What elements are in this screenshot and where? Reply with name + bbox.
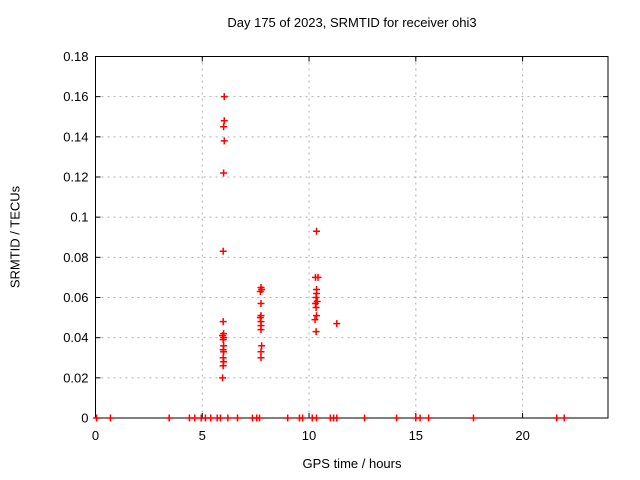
x-tick-label: 5 (199, 428, 206, 443)
data-point-marker (220, 93, 228, 101)
y-tick-label: 0.02 (63, 370, 88, 385)
data-point-marker (313, 414, 321, 422)
data-point-marker (313, 312, 321, 320)
x-tick-label: 20 (515, 428, 529, 443)
data-point-marker (314, 273, 322, 281)
data-point-marker (219, 318, 227, 326)
x-tick-label: 0 (92, 428, 99, 443)
y-tick-label: 0.1 (70, 210, 88, 225)
y-tick-label: 0.14 (63, 129, 88, 144)
data-point-marker (258, 285, 266, 293)
data-point-marker (361, 414, 369, 422)
data-point-marker (220, 123, 228, 131)
y-tick-label: 0.12 (63, 170, 88, 185)
data-point-marker (165, 414, 173, 422)
data-point-marker (220, 169, 228, 177)
data-point-marker (256, 414, 263, 422)
data-point-marker (191, 414, 199, 422)
data-point-marker (416, 414, 424, 422)
data-point-marker (258, 342, 266, 350)
y-axis-label: SRMTID / TECUs (7, 185, 23, 289)
x-tick-label: 15 (409, 428, 423, 443)
data-point-marker (469, 414, 477, 422)
x-tick-label: 10 (302, 428, 316, 443)
data-point-marker (220, 330, 228, 338)
plot-border (95, 56, 609, 419)
data-point-marker (257, 300, 265, 308)
data-point-marker (393, 414, 401, 422)
data-point-marker (425, 414, 433, 422)
data-point-marker (257, 354, 265, 362)
data-point-marker (257, 348, 265, 356)
data-point-marker (313, 285, 321, 293)
data-point-marker (284, 414, 292, 422)
data-point-marker (224, 414, 232, 422)
data-point-marker (560, 414, 568, 422)
data-point-marker (220, 348, 228, 356)
data-point-marker (553, 414, 561, 422)
data-point-marker (216, 414, 224, 422)
data-point-marker (219, 374, 227, 382)
data-point-marker (333, 414, 341, 422)
data-point-marker (257, 312, 265, 320)
data-point-marker (219, 247, 227, 255)
y-tick-label: 0 (81, 411, 88, 426)
y-tick-label: 0.18 (63, 49, 88, 64)
data-point-marker (93, 414, 101, 422)
x-axis-label: GPS time / hours (302, 456, 402, 471)
data-point-marker (220, 358, 228, 366)
data-point-marker (313, 227, 321, 235)
data-point-marker (234, 414, 242, 422)
data-point-marker (220, 117, 228, 125)
y-tick-label: 0.16 (63, 89, 88, 104)
chart-title: Day 175 of 2023, SRMTID for receiver ohi… (227, 15, 477, 30)
data-point-marker (220, 137, 228, 145)
data-point-marker (220, 342, 228, 350)
data-point-marker (312, 328, 320, 336)
data-point-marker (299, 414, 307, 422)
data-point-marker (106, 414, 114, 422)
data-point-marker (312, 304, 320, 312)
y-tick-label: 0.06 (63, 290, 88, 305)
data-point-marker (313, 298, 321, 306)
data-point-marker (311, 316, 319, 324)
data-point-marker (333, 320, 341, 328)
data-point-marker (207, 414, 215, 422)
y-tick-label: 0.04 (63, 330, 88, 345)
data-point-marker (257, 318, 265, 326)
y-tick-label: 0.08 (63, 250, 88, 265)
